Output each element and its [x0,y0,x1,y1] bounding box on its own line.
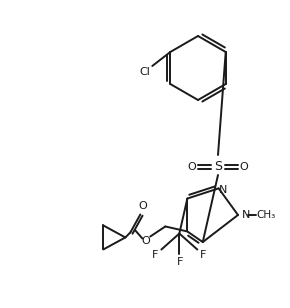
Text: N: N [218,185,227,195]
Text: O: O [138,201,147,212]
Text: S: S [214,160,222,173]
Text: F: F [177,257,184,266]
Text: O: O [141,237,150,246]
Text: Cl: Cl [140,67,151,77]
Text: F: F [200,249,206,260]
Text: F: F [152,249,159,260]
Text: O: O [240,162,248,172]
Text: O: O [188,162,196,172]
Text: N: N [242,210,250,220]
Text: CH₃: CH₃ [256,210,276,220]
